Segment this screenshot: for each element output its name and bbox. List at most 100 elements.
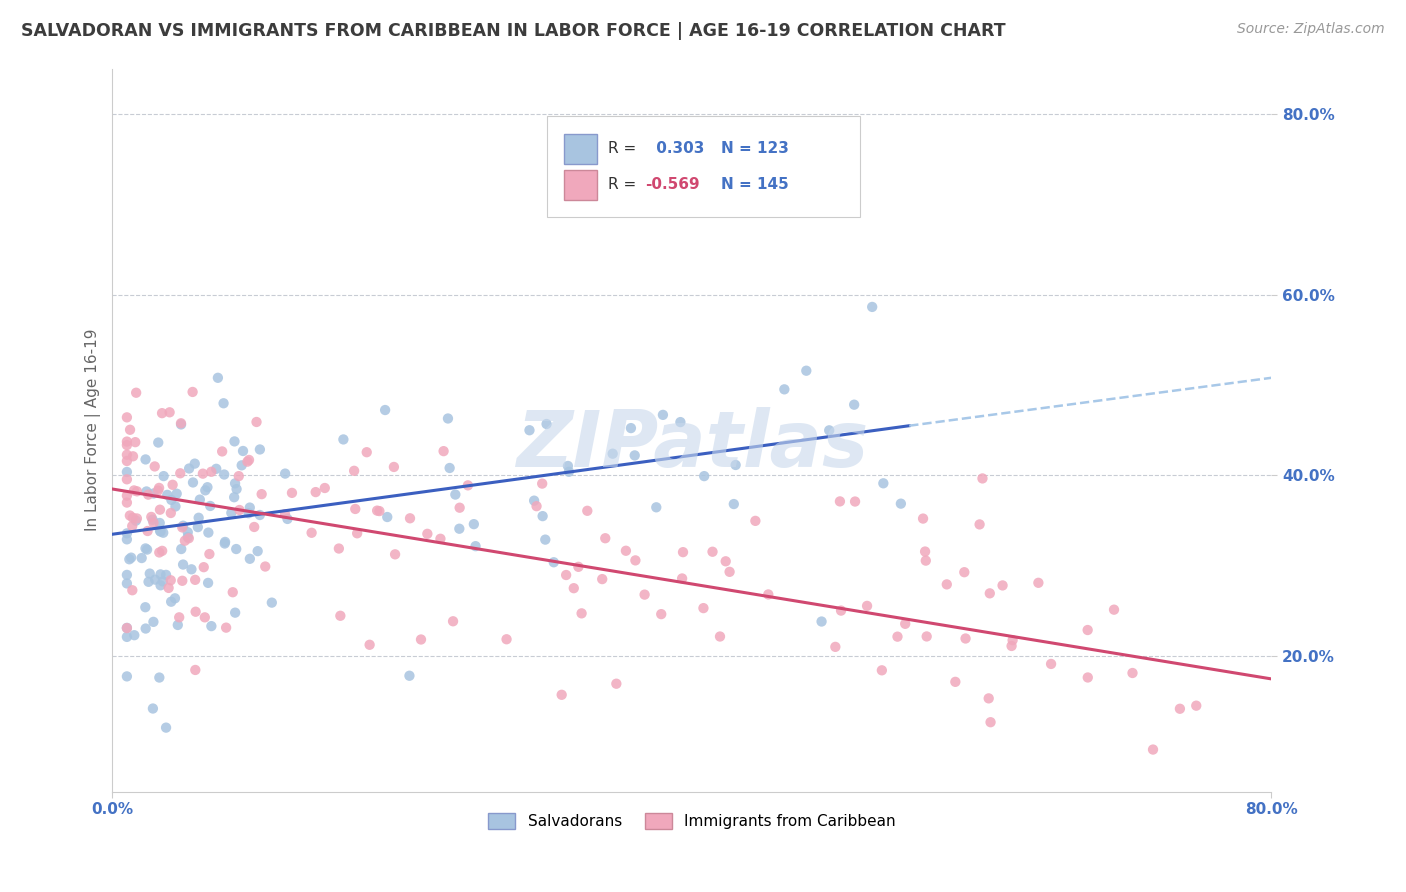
Point bbox=[531, 509, 554, 524]
Point bbox=[179, 461, 201, 475]
Point bbox=[124, 628, 146, 642]
Point bbox=[346, 526, 368, 541]
Point bbox=[328, 541, 350, 556]
Point bbox=[118, 508, 141, 523]
Point bbox=[228, 503, 250, 517]
Point bbox=[184, 573, 207, 587]
Point bbox=[143, 573, 166, 587]
Point bbox=[238, 506, 260, 520]
Point bbox=[121, 510, 143, 524]
Point bbox=[980, 715, 1002, 730]
Point bbox=[194, 610, 217, 624]
Point bbox=[148, 545, 170, 559]
Point bbox=[254, 559, 277, 574]
Point bbox=[214, 536, 236, 550]
Point bbox=[115, 434, 138, 449]
Point bbox=[870, 663, 893, 677]
Point bbox=[620, 421, 643, 435]
Point bbox=[115, 454, 138, 468]
Point bbox=[744, 514, 766, 528]
Point bbox=[115, 621, 138, 635]
Point bbox=[142, 486, 165, 500]
Point bbox=[329, 608, 352, 623]
Point bbox=[605, 676, 627, 690]
Point bbox=[152, 469, 174, 483]
Point bbox=[159, 574, 181, 588]
Point bbox=[915, 630, 938, 644]
Point bbox=[818, 423, 841, 437]
Point bbox=[1168, 702, 1191, 716]
Point bbox=[211, 444, 233, 458]
Point bbox=[890, 497, 912, 511]
Point bbox=[172, 558, 194, 572]
Point bbox=[384, 547, 406, 561]
Point bbox=[260, 596, 283, 610]
Point bbox=[122, 483, 145, 498]
Point bbox=[166, 486, 188, 500]
Point bbox=[894, 616, 917, 631]
Point bbox=[1040, 657, 1063, 671]
Point bbox=[860, 300, 883, 314]
Point bbox=[343, 464, 366, 478]
Point bbox=[562, 581, 585, 595]
Point bbox=[169, 467, 191, 481]
Point bbox=[246, 544, 269, 558]
Point bbox=[115, 621, 138, 635]
Text: R =: R = bbox=[609, 141, 637, 156]
Point bbox=[557, 458, 579, 473]
Text: Source: ZipAtlas.com: Source: ZipAtlas.com bbox=[1237, 22, 1385, 37]
Text: N = 123: N = 123 bbox=[721, 141, 789, 156]
Point bbox=[281, 486, 304, 500]
Point bbox=[148, 435, 170, 450]
Point bbox=[141, 510, 163, 524]
Point bbox=[953, 565, 976, 579]
Point bbox=[943, 674, 966, 689]
Point bbox=[1001, 633, 1024, 648]
Point bbox=[830, 604, 852, 618]
Point bbox=[437, 411, 460, 425]
Point bbox=[249, 508, 271, 522]
Point bbox=[184, 663, 207, 677]
Point bbox=[344, 502, 367, 516]
Point bbox=[756, 587, 779, 601]
Point bbox=[122, 450, 145, 464]
Point bbox=[148, 481, 170, 495]
Point bbox=[181, 384, 204, 399]
Point bbox=[115, 495, 138, 509]
Point bbox=[645, 500, 668, 515]
Point bbox=[773, 382, 796, 396]
Text: N = 145: N = 145 bbox=[721, 178, 789, 193]
Point bbox=[173, 533, 195, 548]
Point bbox=[399, 511, 422, 525]
Point bbox=[305, 485, 328, 500]
Point bbox=[152, 525, 174, 540]
Point bbox=[224, 606, 246, 620]
Point bbox=[163, 591, 186, 606]
Point bbox=[142, 516, 165, 530]
Point bbox=[165, 500, 187, 514]
Point bbox=[969, 517, 991, 532]
Point bbox=[207, 371, 229, 385]
Point bbox=[955, 632, 977, 646]
Point bbox=[187, 510, 209, 524]
Point bbox=[702, 545, 724, 559]
Point bbox=[136, 524, 159, 538]
Point bbox=[368, 504, 391, 518]
Point bbox=[332, 433, 354, 447]
Point bbox=[231, 458, 253, 473]
Point bbox=[125, 484, 148, 499]
Point bbox=[136, 488, 159, 502]
FancyBboxPatch shape bbox=[564, 169, 598, 200]
Point bbox=[221, 506, 243, 520]
Point bbox=[115, 489, 138, 503]
Point bbox=[142, 513, 165, 527]
Point bbox=[200, 619, 222, 633]
Point bbox=[449, 522, 471, 536]
Point bbox=[224, 476, 246, 491]
Point bbox=[224, 434, 246, 449]
Point bbox=[200, 499, 222, 513]
Point bbox=[115, 630, 138, 644]
Point bbox=[121, 519, 143, 533]
Point bbox=[810, 615, 832, 629]
Point bbox=[429, 532, 451, 546]
